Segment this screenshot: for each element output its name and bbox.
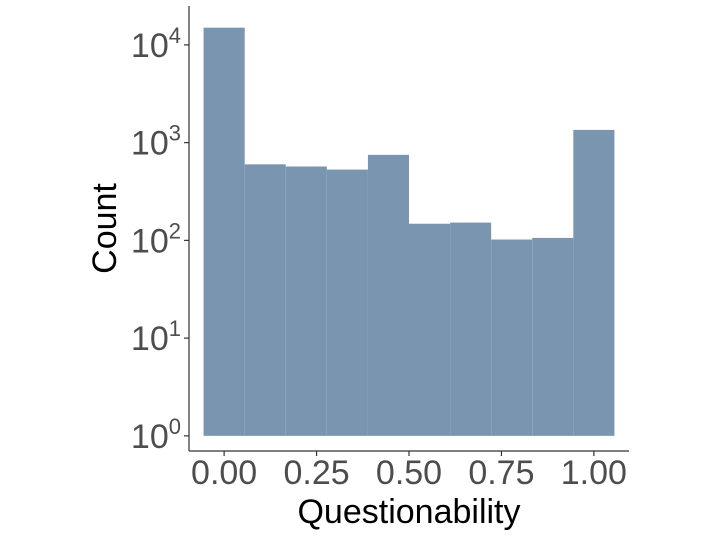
x-tick-label-3: 0.75 [468, 454, 534, 492]
histogram-bar-8 [532, 237, 574, 436]
x-axis-ticks: 0.00 0.25 0.50 0.75 1.00 [191, 451, 627, 492]
histogram-bar-7 [491, 239, 533, 436]
histogram-bar-2 [285, 166, 327, 436]
histogram-bar-4 [367, 154, 409, 436]
x-tick-label-0: 0.00 [191, 454, 257, 492]
y-axis-title: Count [86, 183, 124, 274]
histogram-bar-5 [409, 223, 451, 436]
x-tick-label-4: 1.00 [561, 454, 627, 492]
y-tick-label-3: 103 [131, 121, 181, 163]
x-axis-title: Questionability [297, 493, 520, 531]
histogram-bar-6 [450, 222, 492, 436]
x-tick-label-1: 0.25 [283, 454, 349, 492]
y-tick-label-0: 100 [131, 414, 181, 456]
y-tick-label-2: 102 [131, 218, 181, 260]
y-tick-label-1: 101 [131, 316, 181, 358]
y-tick-label-4: 104 [131, 23, 181, 65]
histogram-bars [203, 27, 615, 436]
y-axis-ticks: 100 101 102 103 104 [131, 23, 189, 456]
x-tick-label-2: 0.50 [376, 454, 442, 492]
histogram-bar-1 [244, 164, 286, 436]
histogram-bar-3 [326, 169, 368, 436]
histogram-bar-9 [573, 129, 615, 436]
histogram-bar-0 [203, 27, 245, 436]
